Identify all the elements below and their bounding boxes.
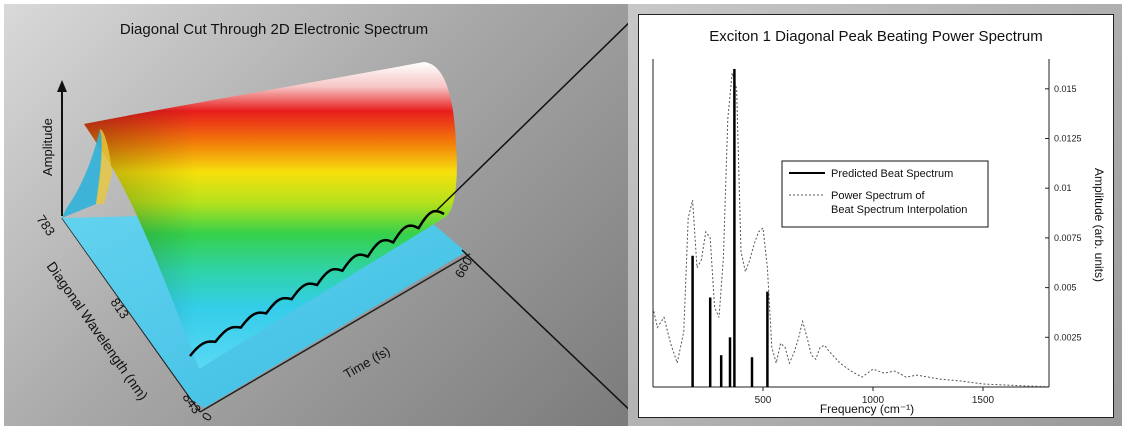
- y-tick-label: 0.0125: [1054, 134, 1082, 144]
- legend: Predicted Beat Spectrum Power Spectrum o…: [781, 160, 989, 228]
- x-tick-label: 1000: [862, 395, 885, 406]
- surface-shading: [84, 62, 457, 369]
- surface-plot-panel: Diagonal Cut Through 2D Electronic Spect…: [4, 4, 628, 426]
- wavelength-axis: [61, 217, 201, 413]
- y-tick-label: 0.01: [1054, 183, 1072, 193]
- power-spectrum-svg: Exciton 1 Diagonal Peak Beating Power Sp…: [652, 28, 1106, 416]
- power-spectrum-plot: Exciton 1 Diagonal Peak Beating Power Sp…: [638, 14, 1114, 418]
- y-tick-label: 0.0075: [1054, 233, 1082, 243]
- power-spectrum-axes: 500 1000 1500 0.0025 0.005 0.0075 0.01 0.0125 0.…: [652, 59, 1082, 406]
- interpolation-series-group: [652, 72, 1050, 388]
- legend-label-interpolation: Power Spectrum of Beat Spectrum Interpol…: [831, 190, 967, 216]
- amplitude-axis-arrow-icon: [57, 80, 67, 92]
- zoom-line-bottom: [461, 249, 639, 419]
- zoom-line-top: [436, 13, 639, 211]
- y-tick-label: 0.0025: [1054, 332, 1082, 342]
- x-tick-label: 1500: [972, 395, 995, 406]
- power-spectrum-title: Exciton 1 Diagonal Peak Beating Power Sp…: [709, 28, 1043, 45]
- x-axis-label: Frequency (cm⁻¹): [820, 402, 914, 416]
- x-tick-label: 500: [755, 395, 772, 406]
- amplitude-axis-label: Amplitude: [40, 118, 55, 176]
- power-spectrum-panel: Exciton 1 Diagonal Peak Beating Power Sp…: [628, 4, 1122, 426]
- y-tick-label: 0.015: [1054, 84, 1077, 94]
- surface-title: Diagonal Cut Through 2D Electronic Spect…: [120, 21, 428, 38]
- legend-label-interpolation-line2: Beat Spectrum Interpolation: [831, 204, 967, 216]
- surface-plot-svg: Diagonal Cut Through 2D Electronic Spect…: [34, 21, 476, 424]
- predicted-beat-sticks-group: [691, 68, 769, 387]
- surface-left-fin-top: [96, 129, 112, 204]
- y-tick-label: 0.005: [1054, 283, 1077, 293]
- legend-label-interpolation-line1: Power Spectrum of: [831, 190, 925, 202]
- y-axis-label: Amplitude (arb. units): [1092, 168, 1106, 282]
- interpolation-series-line: [652, 72, 1050, 388]
- time-axis: [199, 253, 471, 413]
- beat-trace-line: [189, 209, 445, 357]
- surface-left-fin: [62, 129, 103, 218]
- legend-label-predicted: Predicted Beat Spectrum: [831, 168, 953, 180]
